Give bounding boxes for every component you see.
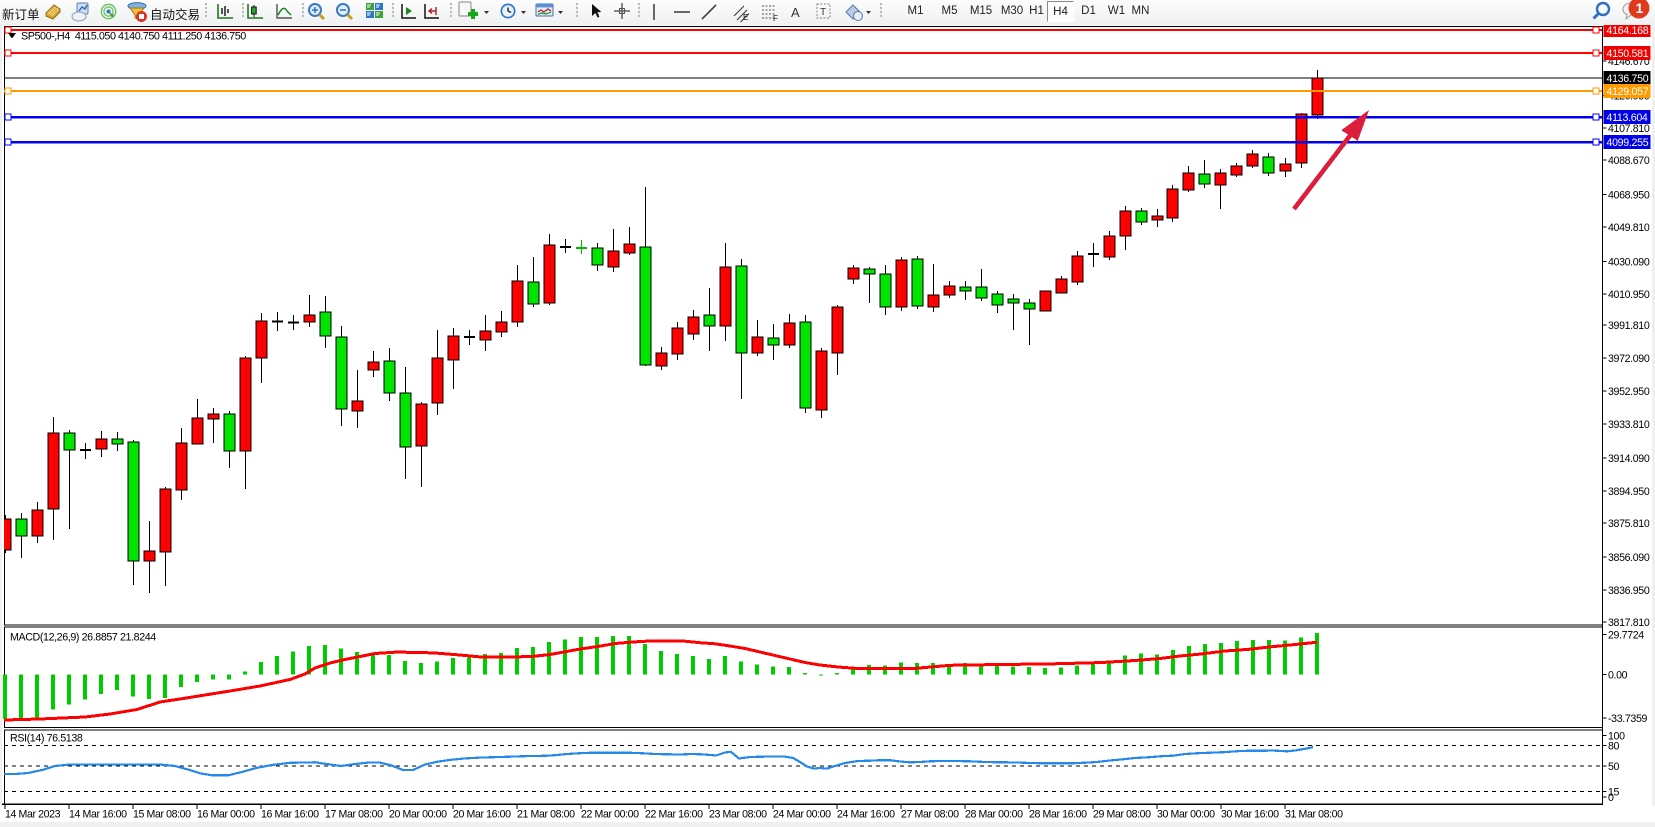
svg-text:3972.090: 3972.090	[1608, 353, 1650, 365]
svg-text:4129.057: 4129.057	[1607, 86, 1649, 98]
svg-text:3914.090: 3914.090	[1608, 453, 1650, 465]
svg-text:15 Mar 08:00: 15 Mar 08:00	[133, 809, 191, 821]
svg-text:23 Mar 08:00: 23 Mar 08:00	[709, 809, 767, 821]
svg-text:30 Mar 16:00: 30 Mar 16:00	[1221, 809, 1279, 821]
svg-text:1: 1	[1636, 0, 1644, 16]
svg-text:30 Mar 00:00: 30 Mar 00:00	[1157, 809, 1215, 821]
svg-text:21 Mar 08:00: 21 Mar 08:00	[517, 809, 575, 821]
svg-text:28 Mar 16:00: 28 Mar 16:00	[1029, 809, 1087, 821]
svg-text:28 Mar 00:00: 28 Mar 00:00	[965, 809, 1023, 821]
svg-text:3933.810: 3933.810	[1608, 419, 1650, 431]
svg-text:4099.255: 4099.255	[1607, 137, 1649, 149]
svg-text:4164.168: 4164.168	[1607, 25, 1649, 37]
svg-text:24 Mar 00:00: 24 Mar 00:00	[773, 809, 831, 821]
svg-text:14 Mar 2023: 14 Mar 2023	[5, 809, 61, 821]
svg-text:4113.604: 4113.604	[1607, 112, 1648, 124]
svg-text:20 Mar 00:00: 20 Mar 00:00	[389, 809, 447, 821]
svg-text:3875.810: 3875.810	[1608, 518, 1650, 530]
svg-text:4030.090: 4030.090	[1608, 256, 1650, 268]
svg-text:3817.810: 3817.810	[1608, 617, 1650, 629]
svg-text:3836.950: 3836.950	[1608, 585, 1650, 597]
svg-text:3856.090: 3856.090	[1608, 552, 1650, 564]
svg-text:4150.581: 4150.581	[1607, 48, 1649, 60]
svg-text:T: T	[820, 7, 826, 18]
svg-text:15: 15	[1608, 786, 1620, 798]
svg-text:100: 100	[1608, 731, 1625, 743]
svg-text:3894.950: 3894.950	[1608, 486, 1650, 498]
svg-text:4088.670: 4088.670	[1608, 155, 1650, 167]
svg-text:31 Mar 08:00: 31 Mar 08:00	[1285, 809, 1343, 821]
svg-text:4010.950: 4010.950	[1608, 289, 1650, 301]
svg-text:16 Mar 16:00: 16 Mar 16:00	[261, 809, 319, 821]
svg-text:20 Mar 16:00: 20 Mar 16:00	[453, 809, 511, 821]
svg-text:4068.950: 4068.950	[1608, 189, 1650, 201]
svg-text:4107.810: 4107.810	[1608, 123, 1650, 135]
svg-text:F: F	[773, 14, 778, 23]
svg-text:80: 80	[1608, 741, 1620, 753]
svg-text:17 Mar 08:00: 17 Mar 08:00	[325, 809, 383, 821]
svg-text:22 Mar 16:00: 22 Mar 16:00	[645, 809, 703, 821]
svg-text:29 Mar 08:00: 29 Mar 08:00	[1093, 809, 1151, 821]
svg-text:E: E	[743, 13, 748, 22]
svg-text:16 Mar 00:00: 16 Mar 00:00	[197, 809, 255, 821]
svg-text:A: A	[791, 5, 800, 20]
svg-text:4049.810: 4049.810	[1608, 222, 1650, 234]
svg-text:SP500-,H4 4115.050 4140.750 4: SP500-,H4 4115.050 4140.750 4111.250 413…	[21, 31, 246, 43]
svg-text:22 Mar 00:00: 22 Mar 00:00	[581, 809, 639, 821]
svg-text:RSI(14) 76.5138: RSI(14) 76.5138	[10, 733, 83, 745]
svg-text:0.00: 0.00	[1608, 670, 1628, 682]
svg-text:0: 0	[1608, 792, 1614, 804]
svg-text:24 Mar 16:00: 24 Mar 16:00	[837, 809, 895, 821]
svg-text:3991.810: 3991.810	[1608, 320, 1650, 332]
svg-text:4136.750: 4136.750	[1607, 73, 1649, 85]
svg-text:14 Mar 16:00: 14 Mar 16:00	[69, 809, 127, 821]
svg-text:MACD(12,26,9) 26.8857 21.8244: MACD(12,26,9) 26.8857 21.8244	[10, 632, 156, 644]
svg-text:27 Mar 08:00: 27 Mar 08:00	[901, 809, 959, 821]
svg-text:50: 50	[1608, 761, 1620, 773]
svg-text:3952.950: 3952.950	[1608, 386, 1650, 398]
svg-text:29.7724: 29.7724	[1608, 630, 1644, 642]
svg-text:-33.7359: -33.7359	[1608, 713, 1647, 725]
